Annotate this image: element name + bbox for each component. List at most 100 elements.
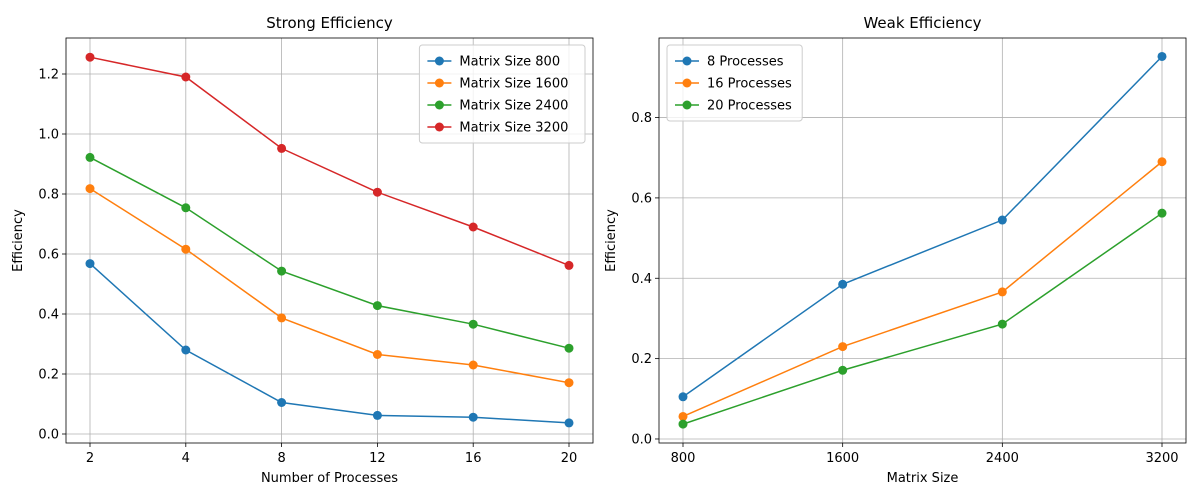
data-point [181,72,191,82]
x-tick-label: 3200 [1145,451,1178,466]
legend-entry: Matrix Size 800 [427,55,560,70]
x-tick-label: 2 [86,451,94,466]
series-3 [678,208,1167,429]
y-tick-label: 1.2 [38,68,59,83]
legend-entry: 8 Processes [675,55,784,70]
y-axis-label: Efficiency [11,209,26,272]
data-point [277,266,287,276]
y-tick-label: 0.0 [38,428,59,443]
legend-entry: Matrix Size 2400 [427,99,568,114]
series-line [89,187,570,384]
y-tick-label: 0.4 [631,272,652,287]
legend-swatch-marker [682,56,692,66]
legend: 8 Processes 16 Processes 20 Processes [666,44,803,122]
series-2 [85,184,574,388]
x-tick-label: 8 [277,451,285,466]
data-point [468,412,478,422]
series-line [682,55,1163,398]
chart-title: Weak Efficiency [863,14,981,32]
legend-swatch-marker [434,122,444,132]
data-point [838,279,848,289]
y-axis-label: Efficiency [604,209,619,272]
legend-label: 20 Processes [707,99,792,114]
data-point [997,319,1007,329]
y-tick-label: 0.6 [38,248,59,263]
legend-label: Matrix Size 800 [459,55,560,70]
x-axis-label: Number of Processes [261,471,398,486]
data-point [838,342,848,352]
legend-entry: Matrix Size 1600 [427,77,568,92]
data-point [678,392,688,402]
y-tick-label: 0.2 [631,352,652,367]
data-point [372,187,382,197]
x-tick-label: 4 [182,451,190,466]
data-point [85,52,95,62]
data-point [564,260,574,270]
strong-efficiency-chart: Strong Efficiency Number of Processes Ef… [11,14,594,486]
legend-label: Matrix Size 1600 [459,77,568,92]
data-point [181,203,191,213]
series-line [682,161,1163,418]
data-point [997,215,1007,225]
series-2 [678,157,1167,421]
data-point [564,418,574,428]
legend-swatch-marker [434,78,444,88]
x-tick-label: 16 [465,451,482,466]
legend: Matrix Size 800 Matrix Size 1600 Matrix Si… [418,44,586,144]
legend-label: 16 Processes [707,77,792,92]
legend-swatch-marker [682,78,692,88]
y-tick-label: 1.0 [38,128,59,143]
x-tick-label: 2400 [986,451,1019,466]
data-point [277,143,287,153]
series-line [682,212,1163,425]
data-point [997,287,1007,297]
legend-box [666,44,803,122]
data-point [1157,208,1167,218]
legend-entry: 20 Processes [675,99,792,114]
x-tick-label: 20 [561,451,578,466]
series-line [89,156,570,349]
grid [659,38,1186,443]
legend-label: Matrix Size 2400 [459,99,568,114]
series-4 [85,52,574,270]
chart-title: Strong Efficiency [266,14,393,32]
x-tick-label: 12 [369,451,386,466]
data-point [1157,157,1167,167]
weak-efficiency-chart: Weak Efficiency Matrix Size Efficiency 0… [604,14,1187,486]
series-line [89,263,570,424]
plot-frame [658,37,1187,444]
y-tick-label: 0.8 [631,111,652,126]
y-tick-label: 0.0 [631,432,652,447]
data-point [277,398,287,407]
legend-entry: Matrix Size 3200 [427,121,568,136]
data-point [277,313,287,323]
legend-swatch-marker [434,56,444,66]
data-point [372,301,382,311]
data-point [181,244,191,254]
x-axis-label: Matrix Size [887,471,959,486]
data-point [838,365,848,375]
y-tick-label: 0.2 [38,368,59,383]
y-tick-label: 0.8 [38,188,59,203]
data-point [85,152,95,162]
x-tick-label: 800 [671,451,696,466]
series-1 [85,259,574,428]
data-point [1157,51,1167,61]
y-tick-label: 0.6 [631,191,652,206]
data-point [678,419,688,429]
data-point [372,410,382,420]
series-line [89,56,570,267]
data-point [564,343,574,353]
data-point [468,222,478,232]
legend-swatch-marker [682,100,692,110]
data-point [678,411,688,421]
series-1 [678,51,1167,402]
data-point [85,184,95,194]
data-point [564,378,574,388]
data-point [468,319,478,329]
data-point [85,259,95,269]
plot-frame [65,37,594,444]
x-tick-label: 1600 [826,451,859,466]
data-point [372,350,382,359]
